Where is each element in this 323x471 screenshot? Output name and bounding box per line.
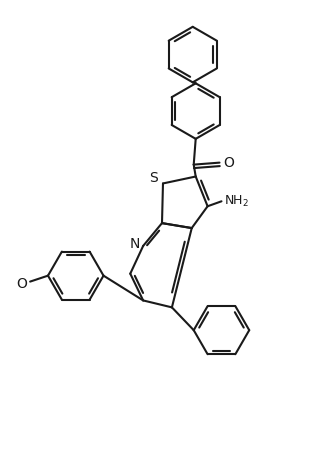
Text: NH$_2$: NH$_2$ xyxy=(224,194,249,209)
Text: O: O xyxy=(224,155,234,170)
Text: O: O xyxy=(16,276,27,291)
Text: N: N xyxy=(130,237,141,251)
Text: S: S xyxy=(149,171,157,185)
